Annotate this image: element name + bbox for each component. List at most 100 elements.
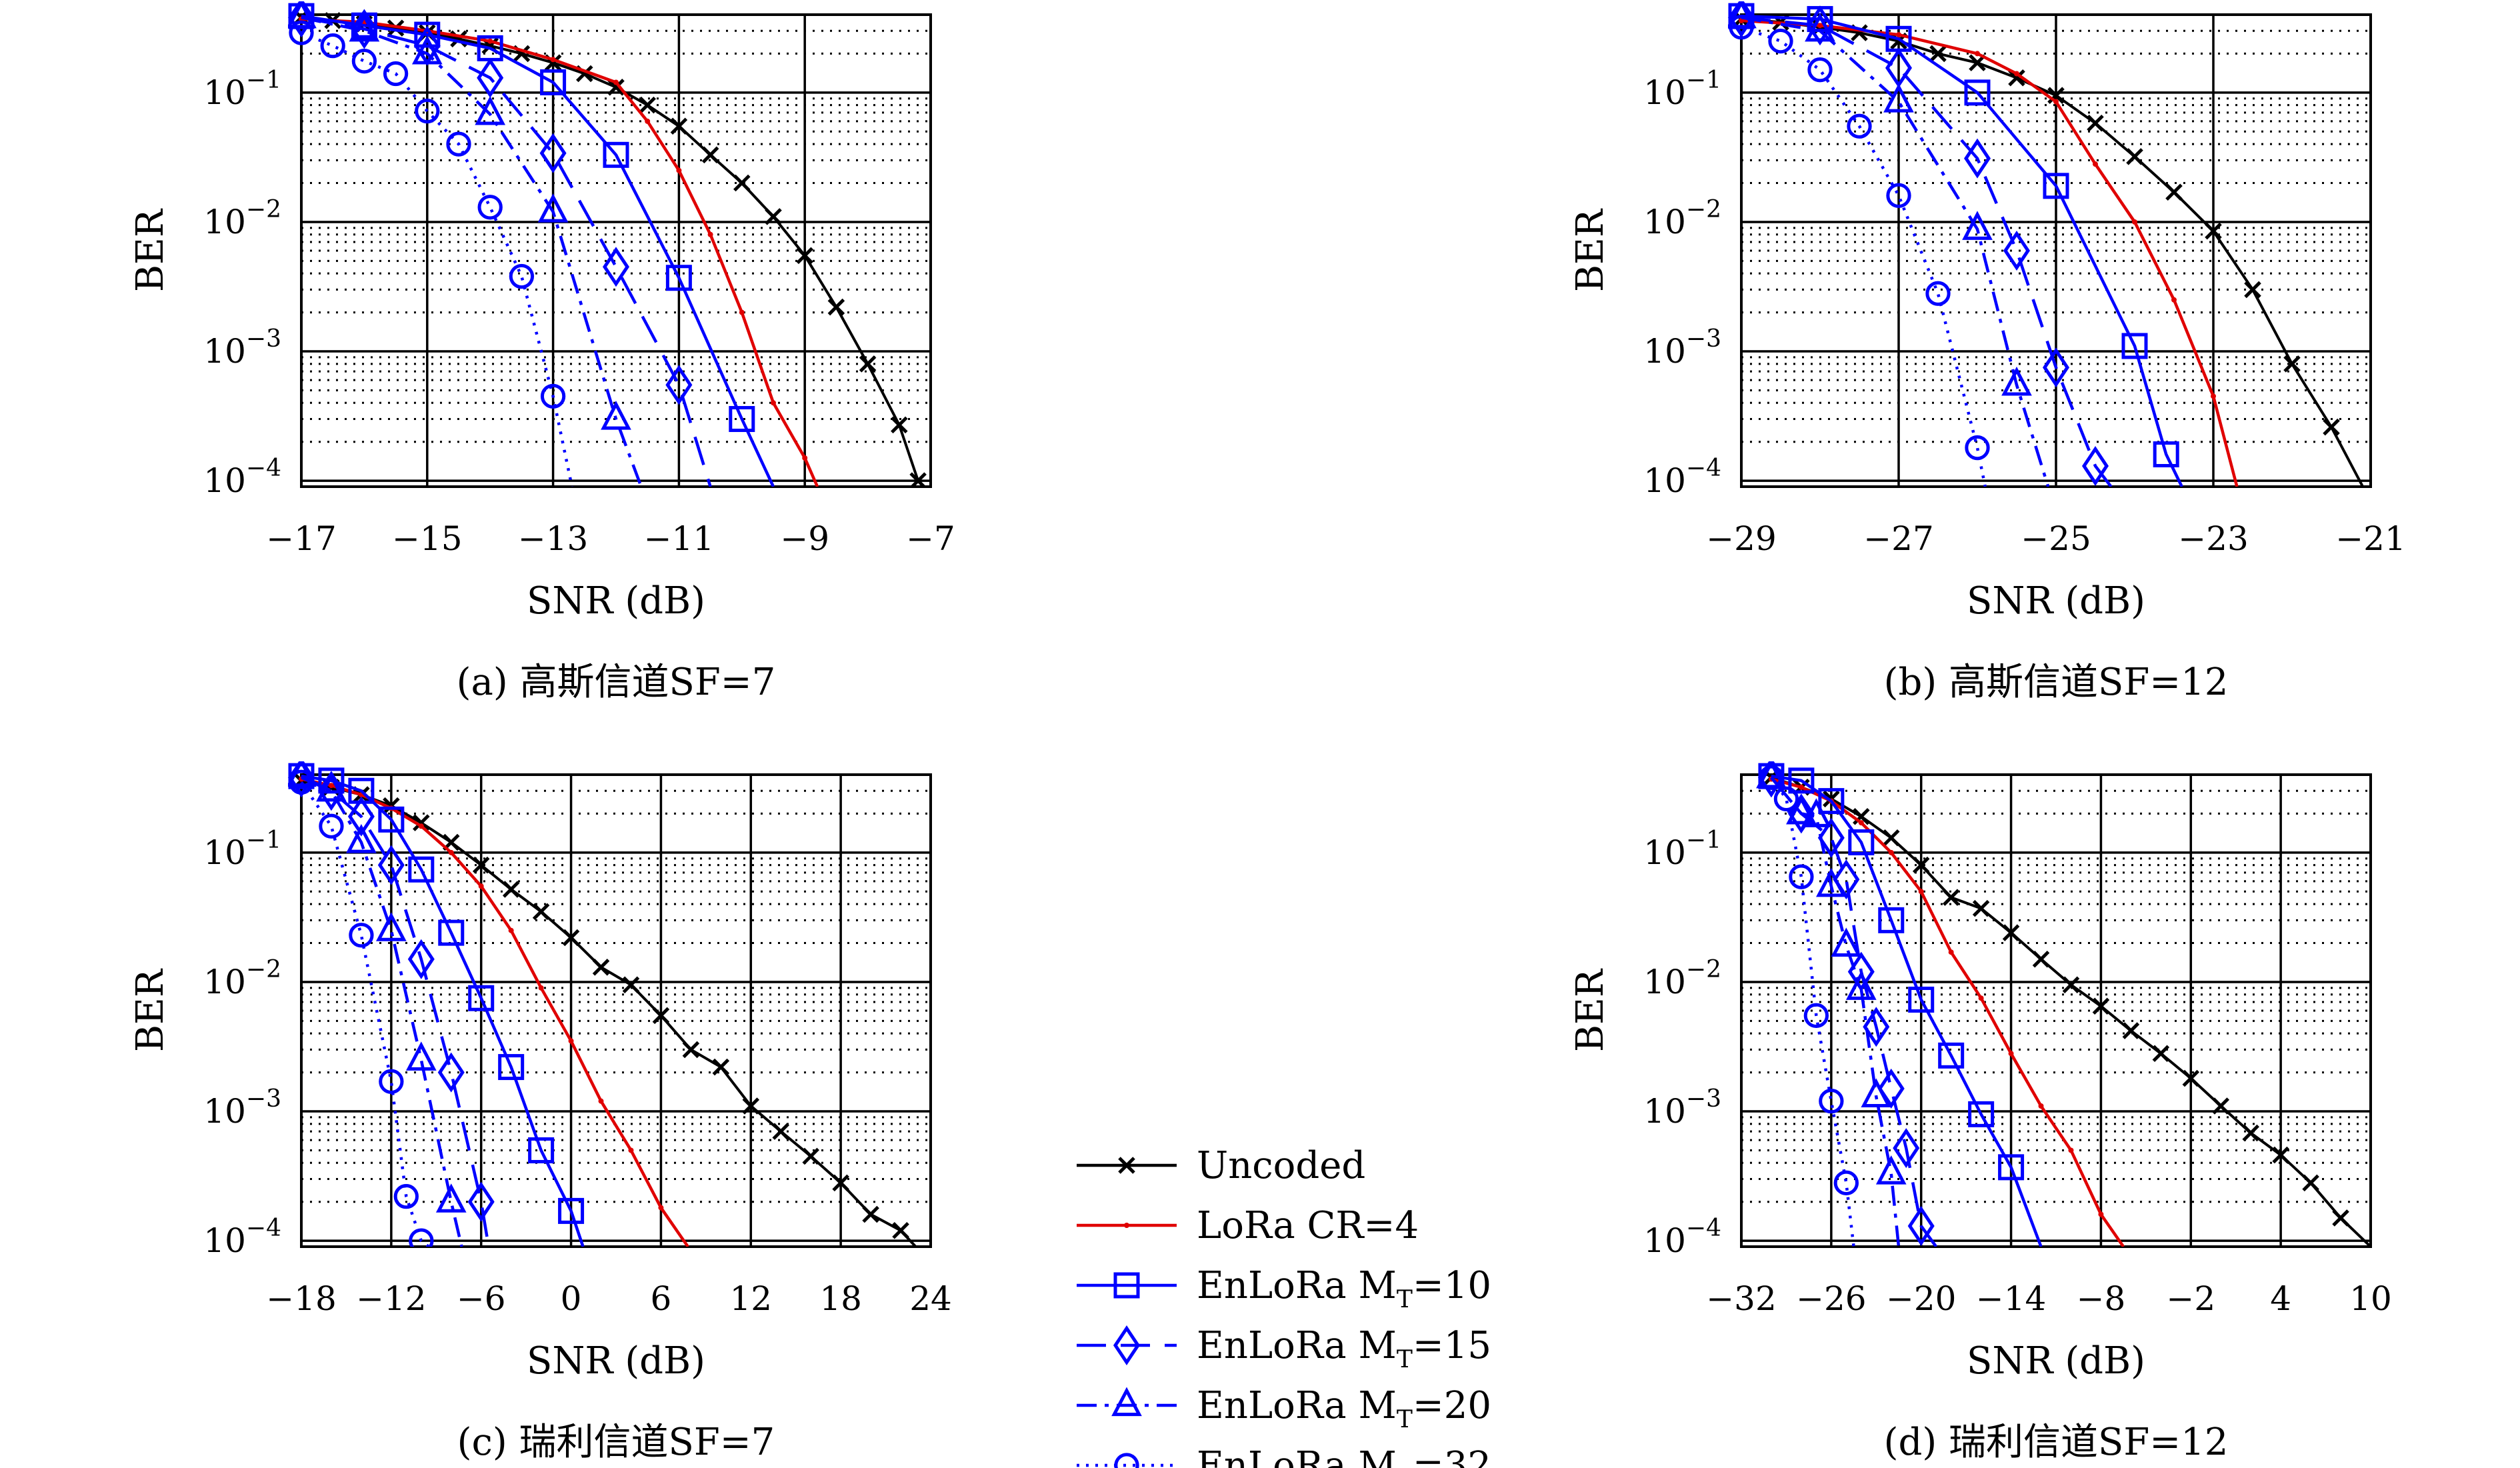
data-point-dot-marker	[508, 927, 514, 933]
data-point-diamond-marker	[437, 1052, 465, 1093]
series-line	[301, 16, 712, 487]
series-line	[1771, 774, 2043, 1247]
data-point-diamond-marker	[351, 9, 378, 49]
panel-a: −17 −15 −13 −11 −9 −7 10−1 10−2 10−3 10−4 SNR (dB)…	[129, 1, 955, 704]
y-tick-label: 10−1	[1643, 827, 1721, 872]
data-point-circle-marker	[415, 98, 440, 124]
data-point-square-marker	[318, 767, 345, 794]
data-point-x-marker	[772, 1123, 790, 1140]
data-point-circle-marker	[1833, 1170, 1859, 1195]
data-point-square-marker	[468, 985, 495, 1011]
data-point-circle-marker	[349, 923, 374, 948]
x-tick-label: −27	[1863, 519, 1934, 558]
series-enlora-m-t-15	[288, 1, 712, 487]
data-point-x-marker	[909, 472, 927, 487]
data-point-dot-marker	[448, 849, 454, 855]
data-point-diamond-marker	[1963, 138, 1991, 179]
legend-marker-circle-marker	[1114, 1453, 1139, 1468]
data-point-circle-marker	[289, 769, 314, 795]
data-point-square-marker	[729, 406, 755, 433]
data-point-diamond-marker	[539, 133, 567, 173]
data-point-triangle-marker	[405, 1041, 437, 1071]
x-tick-label: 10	[2349, 1279, 2392, 1318]
data-point-triangle-marker	[1728, 1, 1757, 29]
data-point-triangle-marker	[376, 912, 407, 941]
x-tick-label: −25	[2021, 519, 2091, 558]
data-point-x-marker	[2152, 1045, 2170, 1063]
data-point-dot-marker	[1888, 849, 1894, 855]
series-enlora-m-t-10	[1728, 3, 2183, 487]
data-point-diamond-marker	[665, 365, 693, 405]
data-point-square-marker	[1938, 1042, 1965, 1069]
legend-label: Uncoded	[1197, 1144, 1365, 1187]
y-tick-label: 10−2	[1643, 196, 1721, 241]
data-point-square-marker	[603, 141, 629, 168]
data-point-dot-marker	[771, 400, 776, 406]
data-point-circle-marker	[289, 20, 314, 45]
series-line	[1741, 25, 1987, 487]
data-point-x-marker	[592, 959, 610, 976]
data-point-x-marker	[701, 146, 719, 164]
data-point-triangle-marker	[346, 823, 377, 853]
data-point-circle-marker	[320, 33, 345, 59]
data-point-triangle-marker	[1861, 1078, 1892, 1108]
legend-entry: EnLoRa MT=10	[1077, 1264, 1491, 1313]
minor-gridlines	[301, 789, 931, 1203]
data-point-triangle-marker	[475, 95, 506, 125]
series-group	[288, 761, 917, 1247]
x-tick-label: −9	[780, 519, 829, 558]
data-point-circle-marker	[1886, 183, 1911, 208]
y-tick-label: 10−4	[203, 455, 281, 500]
y-tick-label: 10−3	[1643, 1085, 1721, 1131]
data-point-x-marker	[2126, 148, 2143, 165]
data-point-dot-marker	[328, 783, 334, 789]
series-enlora-m-t-32	[289, 769, 434, 1247]
series-enlora-m-t-10	[288, 3, 775, 487]
data-point-dot-marker	[707, 231, 713, 237]
data-point-diamond-marker	[288, 1, 315, 38]
data-point-x-marker	[607, 79, 625, 96]
x-tick-label: −18	[266, 1279, 337, 1318]
data-point-x-marker	[562, 929, 580, 947]
data-point-triangle-marker	[411, 35, 443, 65]
data-point-x-marker	[2182, 1069, 2200, 1087]
data-point-circle-marker	[1789, 864, 1814, 889]
y-tick-label: 10−3	[1643, 325, 1721, 371]
data-point-square-marker	[528, 1137, 555, 1163]
series-line	[301, 16, 643, 487]
plot-frame	[1740, 13, 2372, 488]
data-point-x-marker	[2242, 1124, 2259, 1142]
data-point-x-marker	[1969, 54, 1986, 71]
data-point-triangle-marker	[349, 12, 380, 42]
data-point-x-marker	[891, 416, 908, 434]
data-point-circle-marker	[1925, 281, 1951, 306]
panel-caption: (a) 高斯信道SF=7	[457, 661, 776, 704]
data-point-triangle-marker	[537, 193, 569, 223]
series-line	[1770, 777, 1855, 1247]
legend-label: EnLoRa MT=32	[1197, 1444, 1491, 1468]
series-enlora-m-t-10	[1758, 763, 2043, 1247]
data-point-square-marker	[1818, 788, 1845, 815]
data-point-diamond-marker	[1907, 1205, 1935, 1247]
data-point-dot-marker	[478, 883, 484, 889]
y-axis-label: BER	[129, 208, 172, 292]
panel-d: −32 −26 −20 −14 −8 −2 4 10 10−1 10−2 10−3 10−4 SNR (…	[1569, 761, 2392, 1464]
x-tick-label: −8	[2077, 1279, 2126, 1318]
data-point-x-marker	[2244, 281, 2261, 299]
data-point-diamond-marker	[2042, 347, 2070, 388]
data-point-dot-marker	[802, 455, 808, 461]
data-point-x-marker	[1972, 899, 1990, 917]
data-point-x-marker	[622, 976, 640, 994]
data-point-triangle-marker	[1805, 12, 1835, 42]
data-point-x-marker	[2302, 1174, 2319, 1192]
series-enlora-m-t-32	[1729, 15, 1990, 487]
legend: Uncoded LoRa CR=4 EnLoRa MT=10 EnLoRa MT=15…	[1077, 1144, 1491, 1468]
data-point-diamond-marker	[1877, 1068, 1905, 1109]
panel-caption: (d) 瑞利信道SF=12	[1884, 1421, 2229, 1464]
y-axis-label: BER	[1569, 968, 1612, 1052]
y-tick-label: 10−3	[203, 325, 281, 371]
data-point-square-marker	[414, 21, 441, 48]
x-tick-label: 24	[909, 1279, 952, 1318]
x-tick-label: 12	[729, 1279, 772, 1318]
data-point-dot-marker	[2132, 219, 2137, 225]
